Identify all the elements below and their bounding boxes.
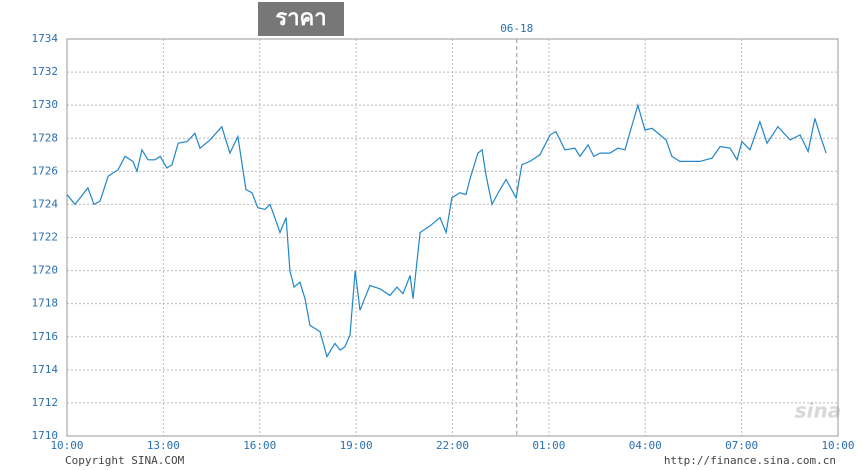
y-tick-label: 1734 bbox=[32, 32, 59, 45]
x-tick-label: 07:00 bbox=[725, 439, 758, 452]
price-line bbox=[66, 103, 827, 359]
y-tick-label: 1732 bbox=[32, 65, 59, 78]
y-tick-label: 1728 bbox=[32, 131, 59, 144]
y-tick-label: 1716 bbox=[32, 330, 59, 343]
title-box bbox=[258, 2, 344, 36]
y-tick-label: 1712 bbox=[32, 396, 59, 409]
copyright: Copyright SINA.COM bbox=[65, 454, 185, 467]
x-tick-label: 10:00 bbox=[821, 439, 854, 452]
plot-border bbox=[66, 38, 839, 437]
x-tick-label: 10:00 bbox=[50, 439, 83, 452]
x-tick-label: 22:00 bbox=[436, 439, 469, 452]
y-tick-label: 1720 bbox=[32, 264, 59, 277]
date-label: 06-18 bbox=[500, 22, 533, 35]
x-tick-label: 16:00 bbox=[243, 439, 276, 452]
x-tick-label: 01:00 bbox=[532, 439, 565, 452]
y-tick-label: 1724 bbox=[32, 197, 59, 210]
chart-title: ราคา bbox=[275, 6, 326, 31]
y-tick-label: 1710 bbox=[32, 429, 59, 442]
logo: sina bbox=[795, 399, 842, 423]
x-tick-label: 04:00 bbox=[629, 439, 662, 452]
y-tick-label: 1722 bbox=[32, 231, 59, 244]
x-tick-label: 19:00 bbox=[340, 439, 373, 452]
y-tick-label: 1718 bbox=[32, 297, 59, 310]
y-tick-label: 1714 bbox=[32, 363, 59, 376]
x-tick-label: 13:00 bbox=[147, 439, 180, 452]
source: http://finance.sina.com.cn bbox=[664, 454, 836, 467]
y-tick-label: 1726 bbox=[32, 164, 59, 177]
y-tick-label: 1730 bbox=[32, 98, 59, 111]
